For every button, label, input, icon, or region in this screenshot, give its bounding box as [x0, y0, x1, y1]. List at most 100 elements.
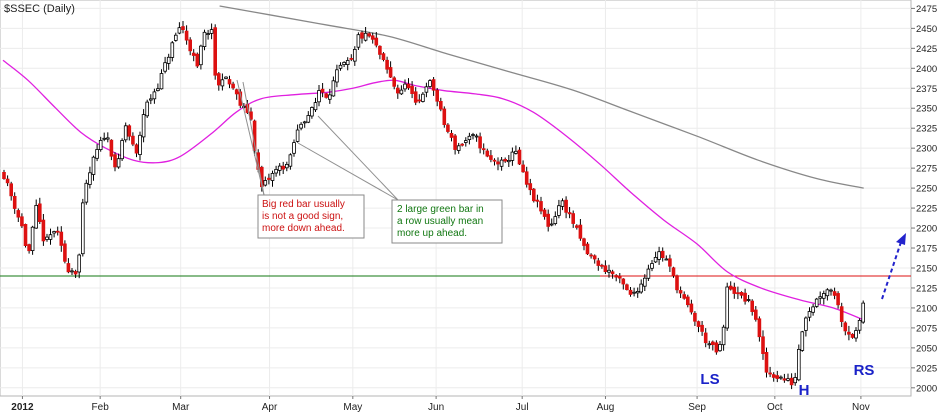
candle-down: [524, 171, 529, 185]
y-tick-label: 2275: [916, 164, 937, 175]
candle-down: [535, 199, 540, 202]
candle-down: [596, 260, 601, 266]
y-axis: 2000 2025 2050 2075 2100 2125 2150 2175 2200 2225…: [911, 4, 937, 394]
candle-up: [170, 42, 175, 58]
candle-up: [317, 90, 321, 103]
candle-down: [349, 58, 354, 60]
candle-down: [600, 264, 604, 267]
candle-up: [299, 123, 303, 129]
candle-up: [779, 376, 783, 379]
candle-up: [342, 62, 346, 66]
green-bars-callout-box: [391, 199, 503, 244]
candle-up: [173, 34, 178, 41]
candle-down: [625, 284, 629, 290]
candle-down: [281, 165, 285, 170]
candle-down: [73, 271, 78, 275]
candle-up: [664, 258, 669, 261]
candle-down: [417, 99, 422, 102]
candle-up: [471, 134, 475, 136]
candle-up: [822, 293, 826, 299]
candle-down: [374, 37, 379, 46]
candle-up: [607, 269, 611, 273]
candle-down: [213, 27, 218, 76]
candle-up: [632, 291, 636, 294]
candle-up: [138, 134, 142, 156]
candle-down: [23, 223, 28, 246]
candle-up: [857, 319, 862, 331]
candle-up: [646, 268, 651, 279]
candle-up: [345, 60, 350, 65]
candle-up: [549, 223, 554, 226]
candle-down: [839, 306, 844, 323]
candle-down: [395, 87, 400, 94]
x-axis: 2012 Feb Mar Apr May Jun Jul Aug Sep Oct Nov: [11, 396, 870, 413]
candle-up: [363, 32, 368, 41]
candle-down: [693, 312, 697, 322]
candle-up: [102, 137, 107, 140]
candle-down: [485, 150, 490, 157]
candle-up: [861, 302, 865, 323]
candle-up: [30, 226, 35, 251]
candle-up: [277, 165, 282, 171]
candle-up: [793, 377, 797, 384]
chart-title: $SSEC (Daily): [4, 3, 75, 15]
candle-up: [797, 348, 801, 381]
forecast-arrow: [881, 233, 906, 300]
y-tick-label: 2325: [916, 124, 937, 135]
candle-up: [786, 378, 790, 381]
candle-down: [521, 164, 525, 173]
candle-down: [66, 263, 71, 273]
candle-up: [635, 290, 640, 294]
candle-down: [381, 53, 386, 61]
candle-down: [546, 213, 550, 227]
candle-down: [628, 289, 633, 295]
candle-up: [421, 93, 425, 102]
candle-down: [757, 318, 762, 338]
candle-down: [618, 275, 622, 279]
candle-down: [367, 33, 371, 37]
candle-up: [199, 45, 203, 66]
candle-down: [442, 108, 447, 126]
candle-up: [800, 331, 805, 351]
candle-down: [603, 265, 608, 272]
candle-down: [38, 203, 42, 222]
candle-down: [2, 171, 6, 179]
candle-up: [707, 343, 712, 346]
candle-up: [557, 205, 561, 216]
candle-down: [686, 296, 690, 306]
candle-down: [571, 213, 575, 224]
y-tick-label: 2175: [916, 244, 937, 255]
candle-up: [106, 137, 110, 140]
candle-down: [689, 303, 694, 313]
candle-up: [284, 163, 289, 169]
candle-up: [177, 27, 182, 34]
y-tick-label: 2050: [916, 343, 937, 354]
candle-down: [739, 291, 744, 296]
candle-up: [399, 89, 404, 95]
candle-down: [703, 332, 708, 344]
y-tick-label: 2375: [916, 84, 937, 95]
green-bars-note-line2: a row usually mean: [397, 216, 483, 227]
x-tick-label: Jul: [516, 402, 529, 413]
candle-down: [696, 321, 701, 327]
candle-up: [499, 159, 504, 167]
candle-up: [825, 289, 830, 297]
candle-down: [55, 230, 60, 233]
red-bar-note-line3: more down ahead.: [262, 223, 345, 234]
candle-up: [335, 69, 339, 83]
candle-up: [52, 231, 56, 234]
x-tick-label: Nov: [852, 402, 870, 413]
candle-down: [732, 286, 737, 294]
candle-down: [714, 342, 719, 353]
candle-down: [832, 291, 837, 296]
y-tick-label: 2450: [916, 24, 937, 35]
candle-up: [302, 121, 307, 124]
y-tick-label: 2350: [916, 104, 937, 115]
candle-up: [263, 180, 268, 186]
candle-down: [453, 135, 457, 150]
candle-down: [492, 159, 497, 162]
candle-down: [59, 231, 64, 246]
candle-up: [721, 326, 726, 346]
